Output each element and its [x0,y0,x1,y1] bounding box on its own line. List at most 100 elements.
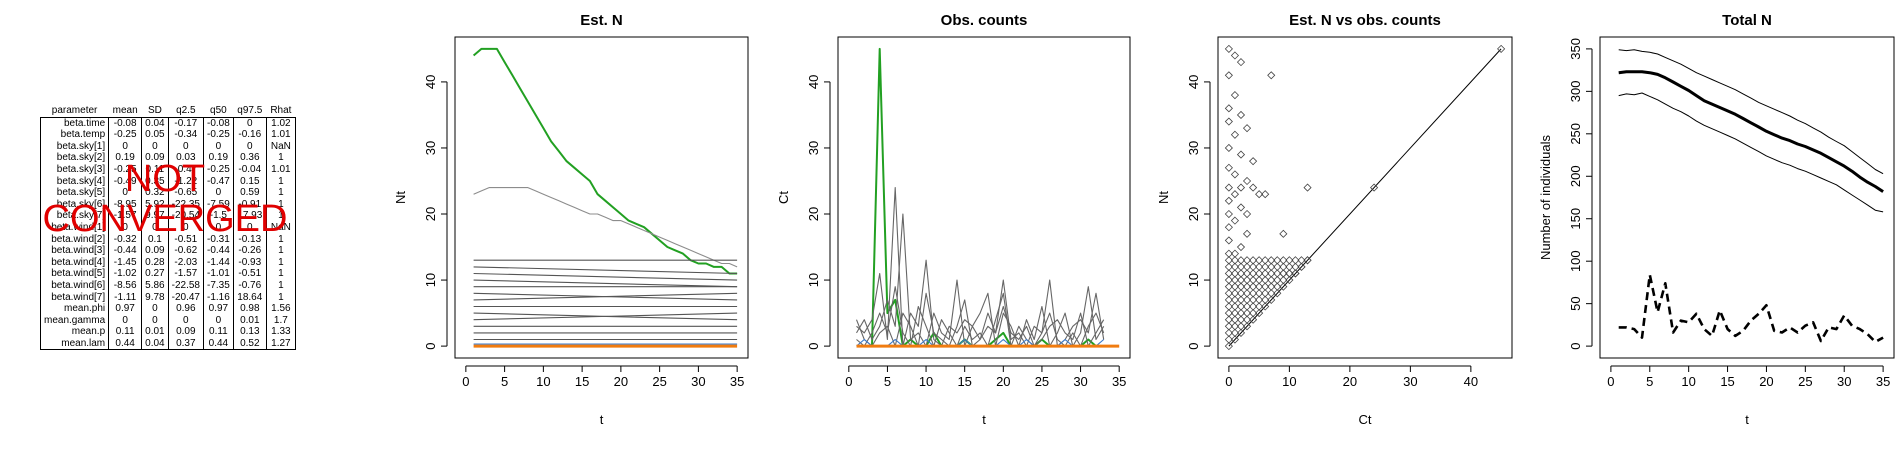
scatter-point [1279,256,1288,265]
scatter-point [1242,322,1252,331]
value-cell: 0 [202,314,234,327]
y-tick-label: 10 [806,273,821,287]
scatter-point [1224,163,1233,172]
value-cell: 9.78 [141,291,169,304]
scatter-point [1249,275,1258,285]
series-line-0 [1618,49,1884,175]
scatter-point [1224,104,1233,113]
value-cell: 1 [265,291,296,304]
series-line-3 [473,266,738,275]
scatter-point [1224,262,1233,271]
x-tick-label: 40 [1464,374,1478,389]
chart-title: Total N [1722,12,1772,29]
table-row: beta.wind[4] -1.45 0.28 -2.03 -1.44 -0.93 1 [41,256,296,269]
scatter-point [1249,309,1258,318]
value-cell: -1.5 [202,210,234,222]
value-cell: 1 [265,279,296,292]
scatter-point [1255,282,1264,291]
scatter-point [1230,335,1240,344]
y-tick-label: 50 [1568,296,1583,310]
value-cell: 0 [167,314,204,327]
y-axis-label: Ct [776,191,791,204]
value-cell: 0.04 [141,117,169,130]
y-axis-label: Nt [1156,191,1171,204]
x-tick-label: 5 [884,374,891,389]
scatter-point [1285,275,1294,285]
table-row: beta.sky[4] -0.49 0.35 -1.22 -0.47 0.15 1 [41,175,296,188]
scatter-point [1285,256,1294,265]
x-tick-label: 10 [1282,374,1296,389]
value-cell: 1.27 [265,337,296,350]
parameter-name-cell: beta.wind[4] [51,256,106,268]
scatter-point [1236,315,1246,324]
value-cell: 0.44 [108,337,142,350]
y-tick-label: 20 [806,207,821,221]
scatter-point [1236,322,1246,331]
chart-title: Obs. counts [941,12,1028,29]
value-cell: 1 [265,152,296,164]
y-tick-label: 10 [423,273,438,287]
value-cell: 1.56 [265,303,296,315]
scatter-point [1230,269,1240,278]
scatter-point [1224,315,1233,324]
value-cell: 1 [265,187,296,199]
value-cell: 0.27 [141,268,169,280]
value-cell: -7.59 [202,198,234,211]
value-cell: 0.44 [202,337,234,350]
scatter-point [1249,262,1258,271]
header-parameter: parameter [51,105,98,116]
value-cell: 0.37 [167,337,204,350]
value-cell: -1.16 [202,291,234,304]
scatter-point [1242,282,1252,291]
header-q97-5: q97.5 [237,105,263,116]
scatter-point [1230,282,1240,291]
scatter-point [1230,249,1240,258]
plot-frame [837,36,1131,359]
value-cell: -1.45 [108,256,142,269]
scatter-point [1261,275,1270,285]
scatter-point [1273,289,1282,298]
x-tick-label: 15 [957,374,971,389]
value-cell: 0.04 [141,337,169,350]
value-cell: 0 [141,221,169,234]
scatter-point [1242,256,1252,265]
value-cell: 0.59 [232,187,267,199]
not-converged-overlay-line1: NOT [124,158,206,200]
value-cell: 0.36 [232,152,267,164]
scatter-point [1224,209,1233,219]
value-cell: 1.7 [265,314,296,327]
value-cell: -1.22 [167,175,204,188]
x-axis-label: Ct [1359,412,1372,427]
series-line-8 [473,292,738,301]
x-tick-label: 30 [1073,374,1087,389]
scatter-point [1230,256,1240,265]
parameter-name-cell: beta.sky[2] [56,152,106,164]
value-cell: -0.47 [167,163,204,176]
scatter-point [1255,289,1264,298]
y-tick-label: 40 [1186,75,1201,89]
parameter-name-cell: beta.sky[1] [56,140,106,152]
scatter-point [1224,236,1233,245]
scatter-point [1261,302,1270,311]
value-cell: 17.93 [232,210,267,222]
y-tick-label: 300 [1568,80,1583,102]
scatter-point [1236,309,1246,318]
parameter-name-cell: beta.wind[5] [51,268,106,280]
value-cell: 1 [265,198,296,211]
value-cell: 0.32 [141,187,169,199]
scatter-point [1242,229,1252,238]
y-tick-label: 0 [1186,342,1201,349]
x-tick-label: 20 [996,374,1010,389]
value-cell: -0.08 [202,117,234,130]
scatter-point [1224,44,1233,53]
scatter-point [1261,295,1270,304]
parameter-name-cell: beta.wind[2] [51,233,106,245]
y-tick-label: 0 [806,342,821,349]
value-cell: 0.35 [141,175,169,188]
scatter-point [1273,275,1282,285]
series-line-4 [855,292,1105,347]
value-cell: 1.01 [265,163,296,176]
table-row: beta.sky[7] -1.57 9.97 -20.54 -1.5 17.93 1 [41,210,296,222]
value-cell: 1.02 [265,117,296,130]
